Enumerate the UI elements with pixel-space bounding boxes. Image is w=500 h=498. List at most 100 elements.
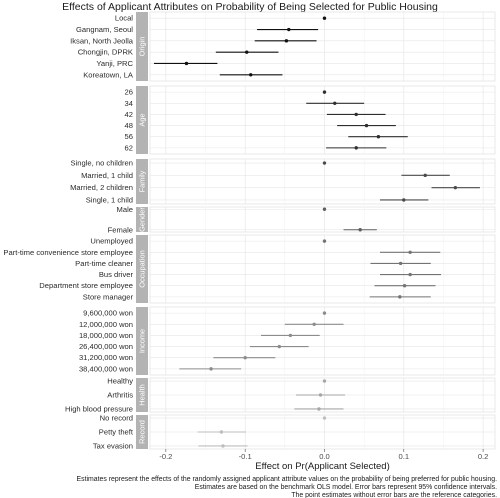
level-label: Healthy [107,377,133,386]
strip-label-origin: Origin [138,37,147,57]
strip-label-occupation: Occupation [138,250,147,287]
x-tick-label: -0.1 [239,452,252,461]
point-estimate [358,228,362,232]
point-estimate [318,393,323,397]
point-estimate [398,295,402,299]
level-label: Part-time convenience store employee [3,248,133,257]
point-estimate [219,430,224,434]
point-estimate [209,367,213,371]
strip-health [136,378,148,412]
x-tick-label: 0.0 [319,452,330,461]
level-label: Male [117,205,133,214]
level-label: High blood pressure [65,404,133,413]
point-estimate [221,444,225,448]
level-label: Unemployed [90,237,133,246]
caption-line: Estimates represent the effects of the r… [77,476,498,483]
point-estimate [322,379,327,383]
level-label: 18,000,000 won [79,331,133,340]
level-label: Yanji, PRC [96,59,133,68]
level-label: 12,000,000 won [79,320,133,329]
strip-label-health: Health [138,384,147,405]
point-estimate [322,416,327,420]
point-estimate [322,311,327,315]
strip-label-age: Age [138,113,147,126]
panel-income [149,306,496,376]
point-estimate [354,112,358,117]
level-label: Female [108,225,133,234]
point-estimate [322,161,327,165]
chart-title: Effects of Applicant Attributes on Proba… [62,1,438,13]
caption-line: Estimates are based on the benchmark OLS… [195,484,497,491]
point-estimate [408,250,412,254]
x-axis-label: Effect on Pr(Applicant Selected) [255,461,389,472]
point-estimate [249,73,253,77]
level-label: 9,600,000 won [83,309,133,318]
point-estimate [322,16,327,20]
point-estimate [287,27,291,32]
point-estimate [322,90,327,94]
panel-age [149,85,496,155]
panel-gender [149,206,496,233]
point-estimate [408,272,412,277]
x-tick-label: 0.1 [399,452,410,461]
caption-line: The point estimates without error bars a… [291,492,497,498]
level-label: Tax evasion [93,441,133,450]
strip-label-gender: Gender [138,207,147,232]
point-estimate [364,123,369,128]
level-label: 56 [125,132,133,141]
panel-occupation [149,234,496,304]
level-label: Local [115,14,133,23]
level-label: 34 [125,99,133,108]
strip-label-income: Income [138,329,147,353]
level-label: Married, 2 children [70,183,133,192]
point-estimate [376,135,381,139]
strip-record [136,415,148,449]
level-label: Single, no children [71,159,133,168]
point-estimate [354,146,358,150]
point-estimate [333,101,337,105]
point-estimate [284,39,289,43]
level-label: Store manager [83,292,134,301]
level-label: Arthritis [107,391,133,400]
level-label: 26,400,000 won [79,342,133,351]
panel-origin [149,11,496,82]
level-label: 31,200,000 won [79,353,133,362]
point-estimate [322,207,327,211]
level-label: Department store employee [39,281,133,290]
strip-label-family: Family [138,170,147,192]
point-estimate [402,284,407,288]
strip-age [136,86,148,154]
level-label: Petty theft [99,428,134,437]
strip-income [136,307,148,375]
level-label: Gangnam, Seoul [76,25,133,34]
point-estimate [398,261,403,266]
strip-family [136,159,148,204]
x-tick-label: 0.2 [478,452,489,461]
point-estimate [402,198,406,202]
strip-gender [136,207,148,232]
point-estimate [184,61,189,66]
point-estimate [423,173,427,178]
level-label: 26 [125,88,133,97]
strip-origin [136,12,148,81]
level-label: Iksan, North Jeolla [70,36,134,45]
x-tick-label: -0.2 [159,452,172,461]
point-estimate [277,344,281,349]
point-estimate [322,239,327,243]
point-estimate [245,50,249,54]
level-label: No record [100,414,133,423]
point-estimate [453,185,458,190]
level-label: Single, 1 child [86,195,133,204]
level-label: Koreatown, LA [83,70,134,79]
level-label: Bus driver [99,270,134,279]
level-label: Part-time cleaner [75,259,133,268]
strip-label-record: Record [138,420,147,444]
point-estimate [312,322,316,326]
panel-family [149,158,496,205]
level-label: 48 [125,121,133,130]
strip-occupation [136,235,148,303]
level-label: Chongjin, DPRK [78,48,133,57]
point-estimate [317,407,321,411]
